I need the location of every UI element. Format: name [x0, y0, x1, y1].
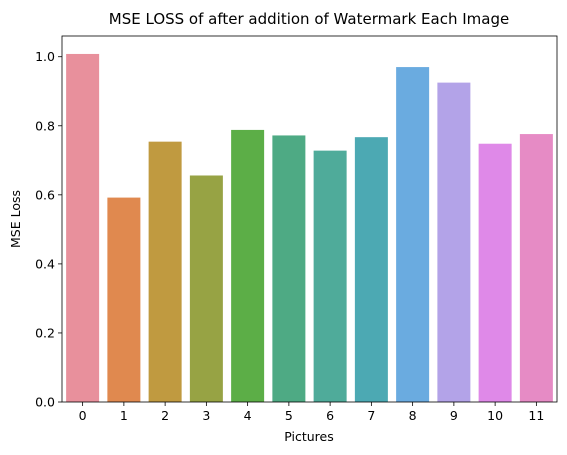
- bar-1: [107, 197, 141, 402]
- bar-6: [313, 150, 347, 402]
- x-tick-label: 5: [285, 408, 293, 423]
- x-tick-label: 7: [367, 408, 375, 423]
- x-tick-label: 4: [244, 408, 252, 423]
- bars-group: [66, 53, 553, 403]
- x-axis-label: Pictures: [284, 429, 334, 444]
- bar-3: [189, 175, 223, 402]
- bar-11: [519, 134, 553, 403]
- y-tick-label: 0.0: [35, 395, 55, 410]
- bar-0: [66, 53, 100, 403]
- plot-frame: [61, 35, 558, 403]
- y-tick-label: 0.8: [35, 118, 55, 133]
- x-axis-ticks: 0 1 2 3 4 5 6 7 8 9 10 11: [79, 402, 544, 423]
- bar-4: [231, 129, 265, 402]
- bar-10: [478, 143, 512, 402]
- chart-title: MSE LOSS of after addition of Watermark …: [109, 10, 509, 28]
- x-tick-label: 11: [528, 408, 544, 423]
- x-tick-label: 10: [487, 408, 503, 423]
- x-tick-label: 1: [120, 408, 128, 423]
- x-tick-label: 8: [409, 408, 417, 423]
- y-axis-label: MSE Loss: [8, 190, 23, 248]
- bar-8: [396, 67, 430, 402]
- y-tick-label: 0.2: [35, 325, 55, 340]
- x-tick-label: 6: [326, 408, 334, 423]
- y-axis-ticks: 0.0 0.2 0.4 0.6 0.8 1.0: [35, 49, 62, 410]
- x-tick-label: 0: [79, 408, 87, 423]
- bar-5: [272, 135, 306, 402]
- x-tick-label: 2: [161, 408, 169, 423]
- x-tick-label: 9: [450, 408, 458, 423]
- bar-2: [148, 141, 182, 402]
- x-tick-label: 3: [202, 408, 210, 423]
- y-tick-label: 1.0: [35, 49, 55, 64]
- bar-9: [437, 82, 471, 402]
- y-tick-label: 0.6: [35, 187, 55, 202]
- bar-7: [354, 137, 388, 403]
- y-tick-label: 0.4: [35, 256, 55, 271]
